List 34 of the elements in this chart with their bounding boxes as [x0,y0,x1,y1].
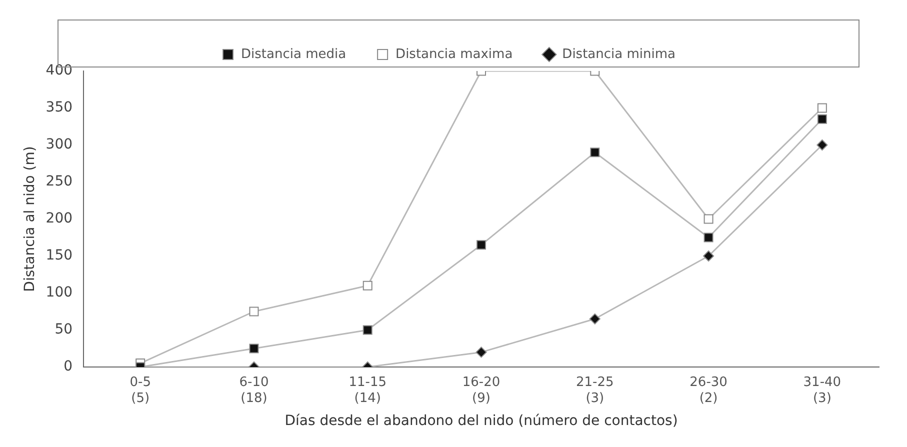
point [476,240,486,250]
x-tick-label: 6-10 (18) [239,375,269,406]
legend-label: Distancia media [241,46,346,62]
point [362,325,372,335]
y-tick-label: 150 [46,248,73,264]
point [817,103,827,113]
y-tick-label: 0 [64,358,73,375]
y-tick-label: 350 [46,100,73,116]
x-tick-label: 11-15 (14) [348,375,387,406]
x-tick-label: 26-30 (2) [690,375,728,406]
point [590,148,600,158]
point [816,140,828,150]
y-tick-label: 100 [46,284,73,301]
x-tick-label: 31-40 (3) [803,375,842,406]
legend-label: Distancia minima [562,46,676,62]
x-axis-title: Días desde el abandono del nido (número de contactos) [284,413,678,430]
y-tick-label: 250 [46,174,73,190]
point [249,344,259,354]
point [589,313,600,324]
y-tick-label: 300 [46,136,73,153]
y-tick-label: 50 [54,322,73,338]
legend-label: Distancia maxima [396,46,513,62]
point [476,346,487,358]
y-axis-title: Distancia al nido (m) [22,146,38,292]
point [703,250,714,262]
point [704,232,714,242]
point [817,114,827,124]
point [362,280,372,290]
y-tick-label: 200 [46,210,73,227]
x-tick-label: 21-25 (3) [576,375,614,406]
x-tick-label: 0-5 (5) [130,375,151,406]
point [704,214,714,224]
x-tick-label: 16-20 (9) [462,375,500,406]
point [249,306,259,316]
